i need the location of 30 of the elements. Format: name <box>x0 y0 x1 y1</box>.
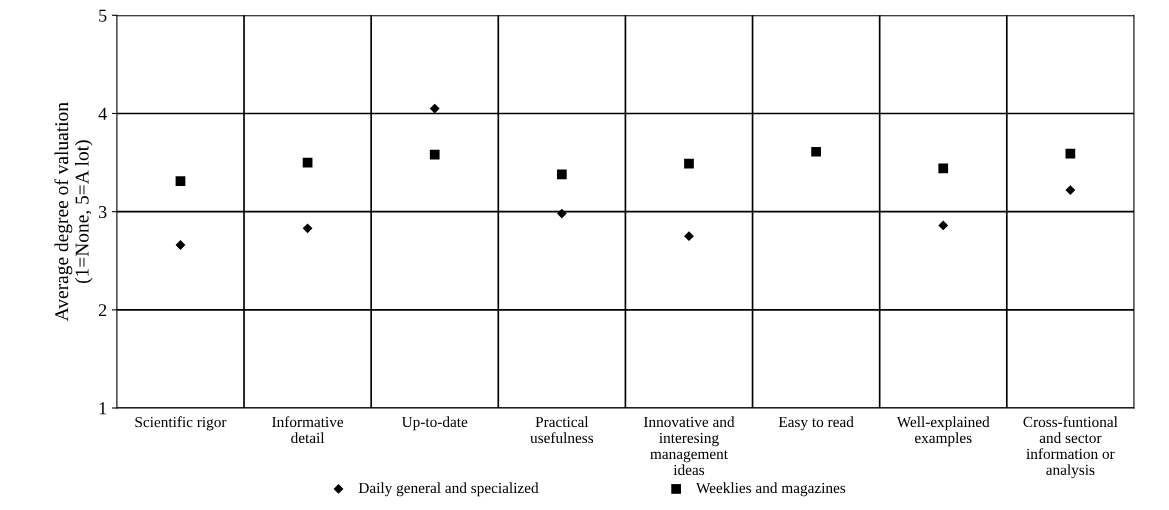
legend-label: Weeklies and magazines <box>696 482 846 497</box>
point <box>938 163 949 174</box>
x-tick-label: Innovative and interesing management ideas <box>643 416 735 476</box>
point <box>175 240 186 250</box>
x-tick-label: Up-to-date <box>401 416 468 431</box>
point <box>302 223 313 234</box>
x-tick-label: Well-explained examples <box>896 416 990 447</box>
y-tick-label: 5 <box>99 9 107 22</box>
y-axis-title: Average degree of valuation (1=None, 5=A lot) <box>54 102 93 322</box>
point <box>1065 148 1076 159</box>
y-tick-label: 4 <box>98 107 107 120</box>
point <box>556 208 567 219</box>
y-tick-label: 3 <box>99 205 107 219</box>
point <box>684 158 694 169</box>
point <box>938 220 949 231</box>
point <box>175 176 186 187</box>
point <box>1065 185 1076 195</box>
point <box>556 169 567 180</box>
y-tick-label: 2 <box>98 304 107 317</box>
legend-label: Daily general and specialized <box>358 482 539 497</box>
point <box>429 103 440 114</box>
y-tick-label: 1 <box>99 402 107 415</box>
x-tick-label: Cross-funtional and sector information or analysis <box>1023 416 1118 479</box>
x-tick-label: Easy to read <box>778 416 854 431</box>
x-tick-label: Informative detail <box>272 416 344 444</box>
x-tick-label: Scientific rigor <box>135 416 227 431</box>
point <box>429 149 440 160</box>
x-tick-label: Practical usefulness <box>530 416 594 444</box>
point <box>811 146 821 157</box>
point <box>684 231 694 242</box>
